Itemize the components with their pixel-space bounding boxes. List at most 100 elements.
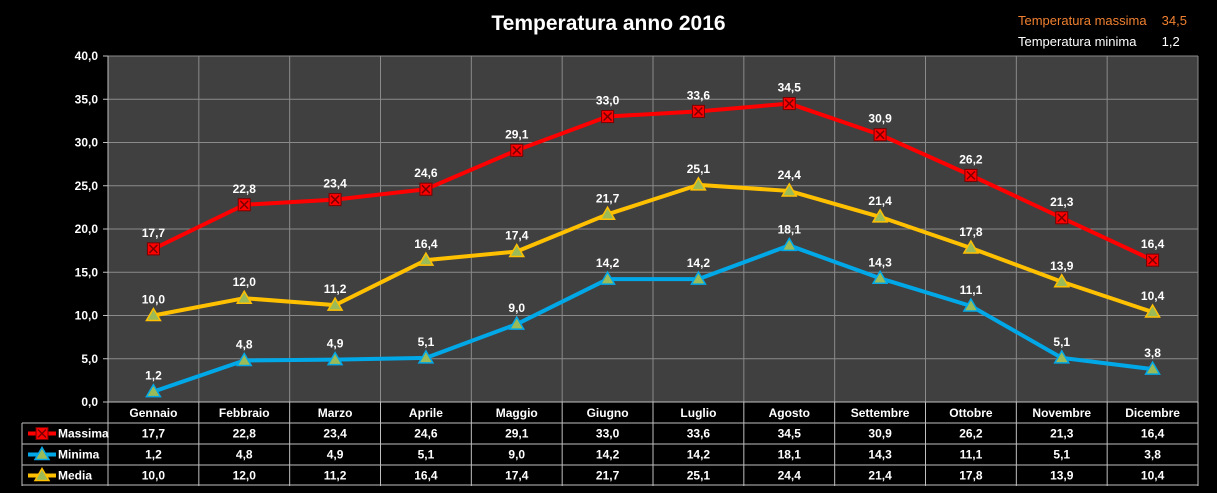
marker-minima [690,270,707,285]
data-label-media: 11,2 [324,282,347,296]
marker-minima [235,351,253,367]
data-label-media: 17,4 [505,228,529,242]
summary-box: Temperatura massima 34,5 Temperatura min… [1018,10,1187,52]
table-series-name-minima: Minima [58,448,100,462]
y-tick-label: 40,0 [75,49,99,63]
table-value-massima: 23,4 [323,427,347,441]
category-label: Dicembre [1125,406,1180,420]
data-label-minima: 5,1 [418,335,435,349]
table-value-media: 11,2 [324,469,347,483]
category-label: Agosto [769,406,810,420]
marker-minima [145,383,162,398]
series-line-media [153,182,1154,318]
table-value-minima: 11,1 [960,448,983,462]
marker-minima [1053,349,1071,364]
data-label-media: 10,4 [1141,289,1165,303]
category-label: Maggio [496,406,538,420]
data-label-massima: 21,3 [1050,195,1074,209]
y-tick-label: 25,0 [75,179,99,193]
legend-key-marker-media [33,467,51,482]
data-label-minima: 1,2 [145,369,162,383]
data-label-minima: 4,9 [327,337,344,351]
data-label-minima: 4,8 [236,337,253,351]
table-value-minima: 3,8 [1144,448,1161,462]
data-label-massima: 26,2 [959,152,983,166]
marker-massima-cross [693,106,703,116]
table-value-massima: 33,0 [596,427,620,441]
min-temperature-row: Temperatura minima 1,2 [1018,31,1187,52]
legend-key-marker-massima-cross [37,428,47,439]
marker-minima [780,236,798,252]
table-series-name-media: Media [58,469,92,483]
data-label-massima: 33,6 [687,88,711,102]
table-value-minima: 14,3 [868,448,892,462]
table-value-media: 10,4 [1141,469,1165,483]
marker-minima [326,351,344,366]
data-label-media: 13,9 [1050,259,1074,273]
data-label-minima: 11,1 [960,283,983,297]
data-label-massima: 29,1 [505,127,529,141]
marker-minima [599,270,616,285]
marker-minima [871,269,889,285]
max-temperature-label: Temperatura massima [1018,13,1147,28]
table-value-minima: 4,8 [236,448,253,462]
table-value-massima: 21,3 [1050,427,1074,441]
marker-massima-cross [966,170,976,180]
data-label-minima: 5,1 [1053,335,1070,349]
marker-minima [508,315,526,330]
table-value-media: 17,4 [505,469,529,483]
marker-media [599,205,616,221]
marker-media [780,182,798,197]
table-value-media: 16,4 [414,469,438,483]
marker-massima-cross [1148,255,1158,265]
category-label: Gennaio [129,406,177,420]
y-tick-label: 35,0 [75,92,99,106]
min-temperature-label: Temperatura minima [1018,34,1137,49]
marker-media [962,239,980,254]
table-value-massima: 22,8 [233,427,257,441]
table-value-media: 21,7 [596,469,620,483]
category-label: Settembre [851,406,910,420]
marker-massima-cross [330,195,340,205]
marker-media [1053,273,1071,288]
marker-media [871,208,889,223]
marker-massima-cross [603,112,613,122]
table-value-media: 10,0 [142,469,166,483]
data-label-massima: 24,6 [414,166,438,180]
marker-massima-cross [784,99,794,109]
data-label-minima: 9,0 [508,301,525,315]
y-tick-label: 5,0 [81,352,98,366]
marker-minima [1144,360,1161,375]
category-label: Febbraio [219,406,270,420]
table-value-media: 25,1 [687,469,711,483]
data-label-minima: 14,2 [596,256,620,270]
data-label-minima: 14,2 [687,256,711,270]
table-value-massima: 29,1 [505,427,529,441]
min-temperature-value: 1,2 [1161,34,1180,49]
category-label: Luglio [680,406,716,420]
category-label: Marzo [318,406,353,420]
table-value-minima: 18,1 [778,448,802,462]
category-label: Aprile [409,406,443,420]
table-value-minima: 9,0 [508,448,525,462]
data-label-media: 25,1 [687,162,711,176]
chart-title: Temperatura anno 2016 [491,12,726,35]
category-label: Ottobre [949,406,993,420]
table-value-massima: 33,6 [687,427,711,441]
marker-media [235,289,253,304]
data-label-media: 16,4 [414,237,438,251]
category-label: Giugno [587,406,629,420]
data-label-media: 21,7 [596,191,620,205]
marker-minima [417,349,435,364]
table-value-massima: 16,4 [1141,427,1165,441]
marker-media [145,307,162,322]
marker-massima-cross [1057,213,1067,223]
category-label: Novembre [1032,406,1091,420]
y-tick-label: 10,0 [75,309,99,323]
table-value-massima: 17,7 [142,427,166,441]
table-value-media: 13,9 [1050,469,1074,483]
table-value-minima: 5,1 [1053,448,1070,462]
legend-key-marker-minima [33,446,51,461]
marker-massima-cross [512,145,522,155]
